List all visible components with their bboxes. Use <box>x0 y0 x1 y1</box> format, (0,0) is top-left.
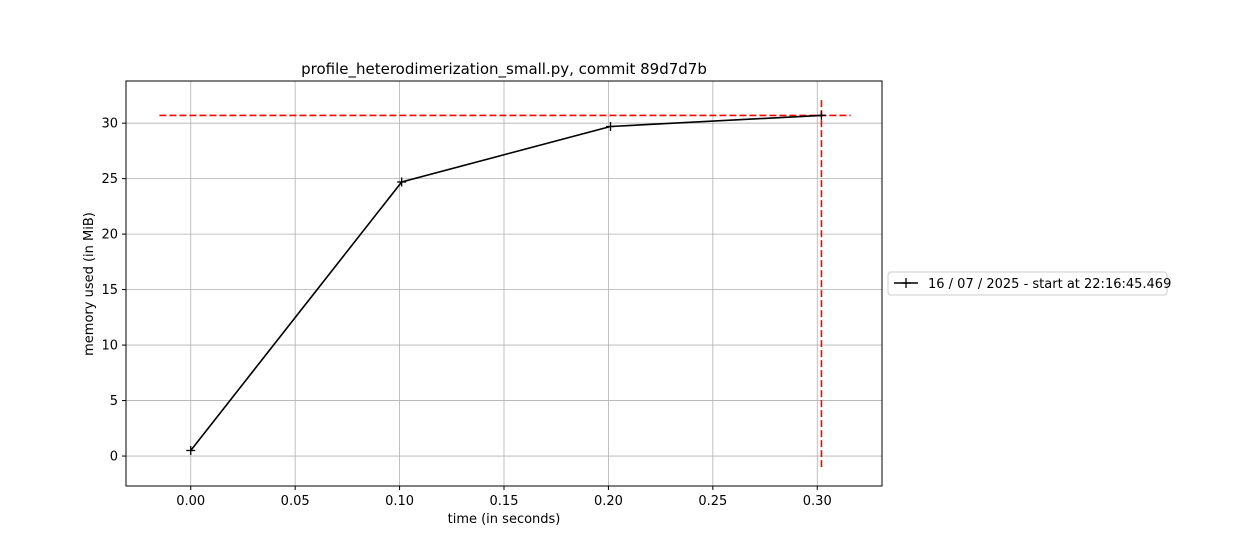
x-axis: 0.00 0.05 0.10 0.15 0.20 0.25 0.30 <box>176 486 832 509</box>
legend-label: 16 / 07 / 2025 - start at 22:16:45.469 <box>928 277 1171 292</box>
x-tick-label: 0.25 <box>698 494 727 509</box>
y-tick-label: 15 <box>101 283 118 298</box>
reference-lines <box>159 97 851 468</box>
legend-box <box>887 271 1168 296</box>
x-tick-label: 0.30 <box>803 494 832 509</box>
x-tick-label: 0.00 <box>176 494 205 509</box>
y-axis: 0 5 10 15 20 25 30 <box>101 117 126 465</box>
data-point <box>186 445 196 455</box>
y-axis-label: memory used (in MiB) <box>82 212 97 356</box>
legend: 16 / 07 / 2025 - start at 22:16:45.469 <box>887 271 1171 296</box>
y-tick-label: 20 <box>101 228 118 243</box>
y-tick-label: 0 <box>110 450 118 465</box>
chart-title: profile_heterodimerization_small.py, com… <box>301 60 707 79</box>
data-point <box>816 110 826 120</box>
y-tick-label: 10 <box>101 339 118 354</box>
data-point <box>397 177 407 187</box>
y-tick-label: 5 <box>110 394 118 409</box>
series-layer <box>186 110 826 455</box>
x-tick-label: 0.10 <box>385 494 414 509</box>
legend-marker <box>901 278 911 288</box>
x-axis-label: time (in seconds) <box>448 512 561 527</box>
data-point <box>606 121 616 131</box>
series-line <box>190 114 822 451</box>
x-tick-label: 0.15 <box>490 494 519 509</box>
x-tick-label: 0.20 <box>594 494 623 509</box>
y-tick-label: 25 <box>101 172 118 187</box>
y-tick-label: 30 <box>101 117 118 132</box>
x-tick-label: 0.05 <box>281 494 310 509</box>
grid <box>126 81 882 486</box>
